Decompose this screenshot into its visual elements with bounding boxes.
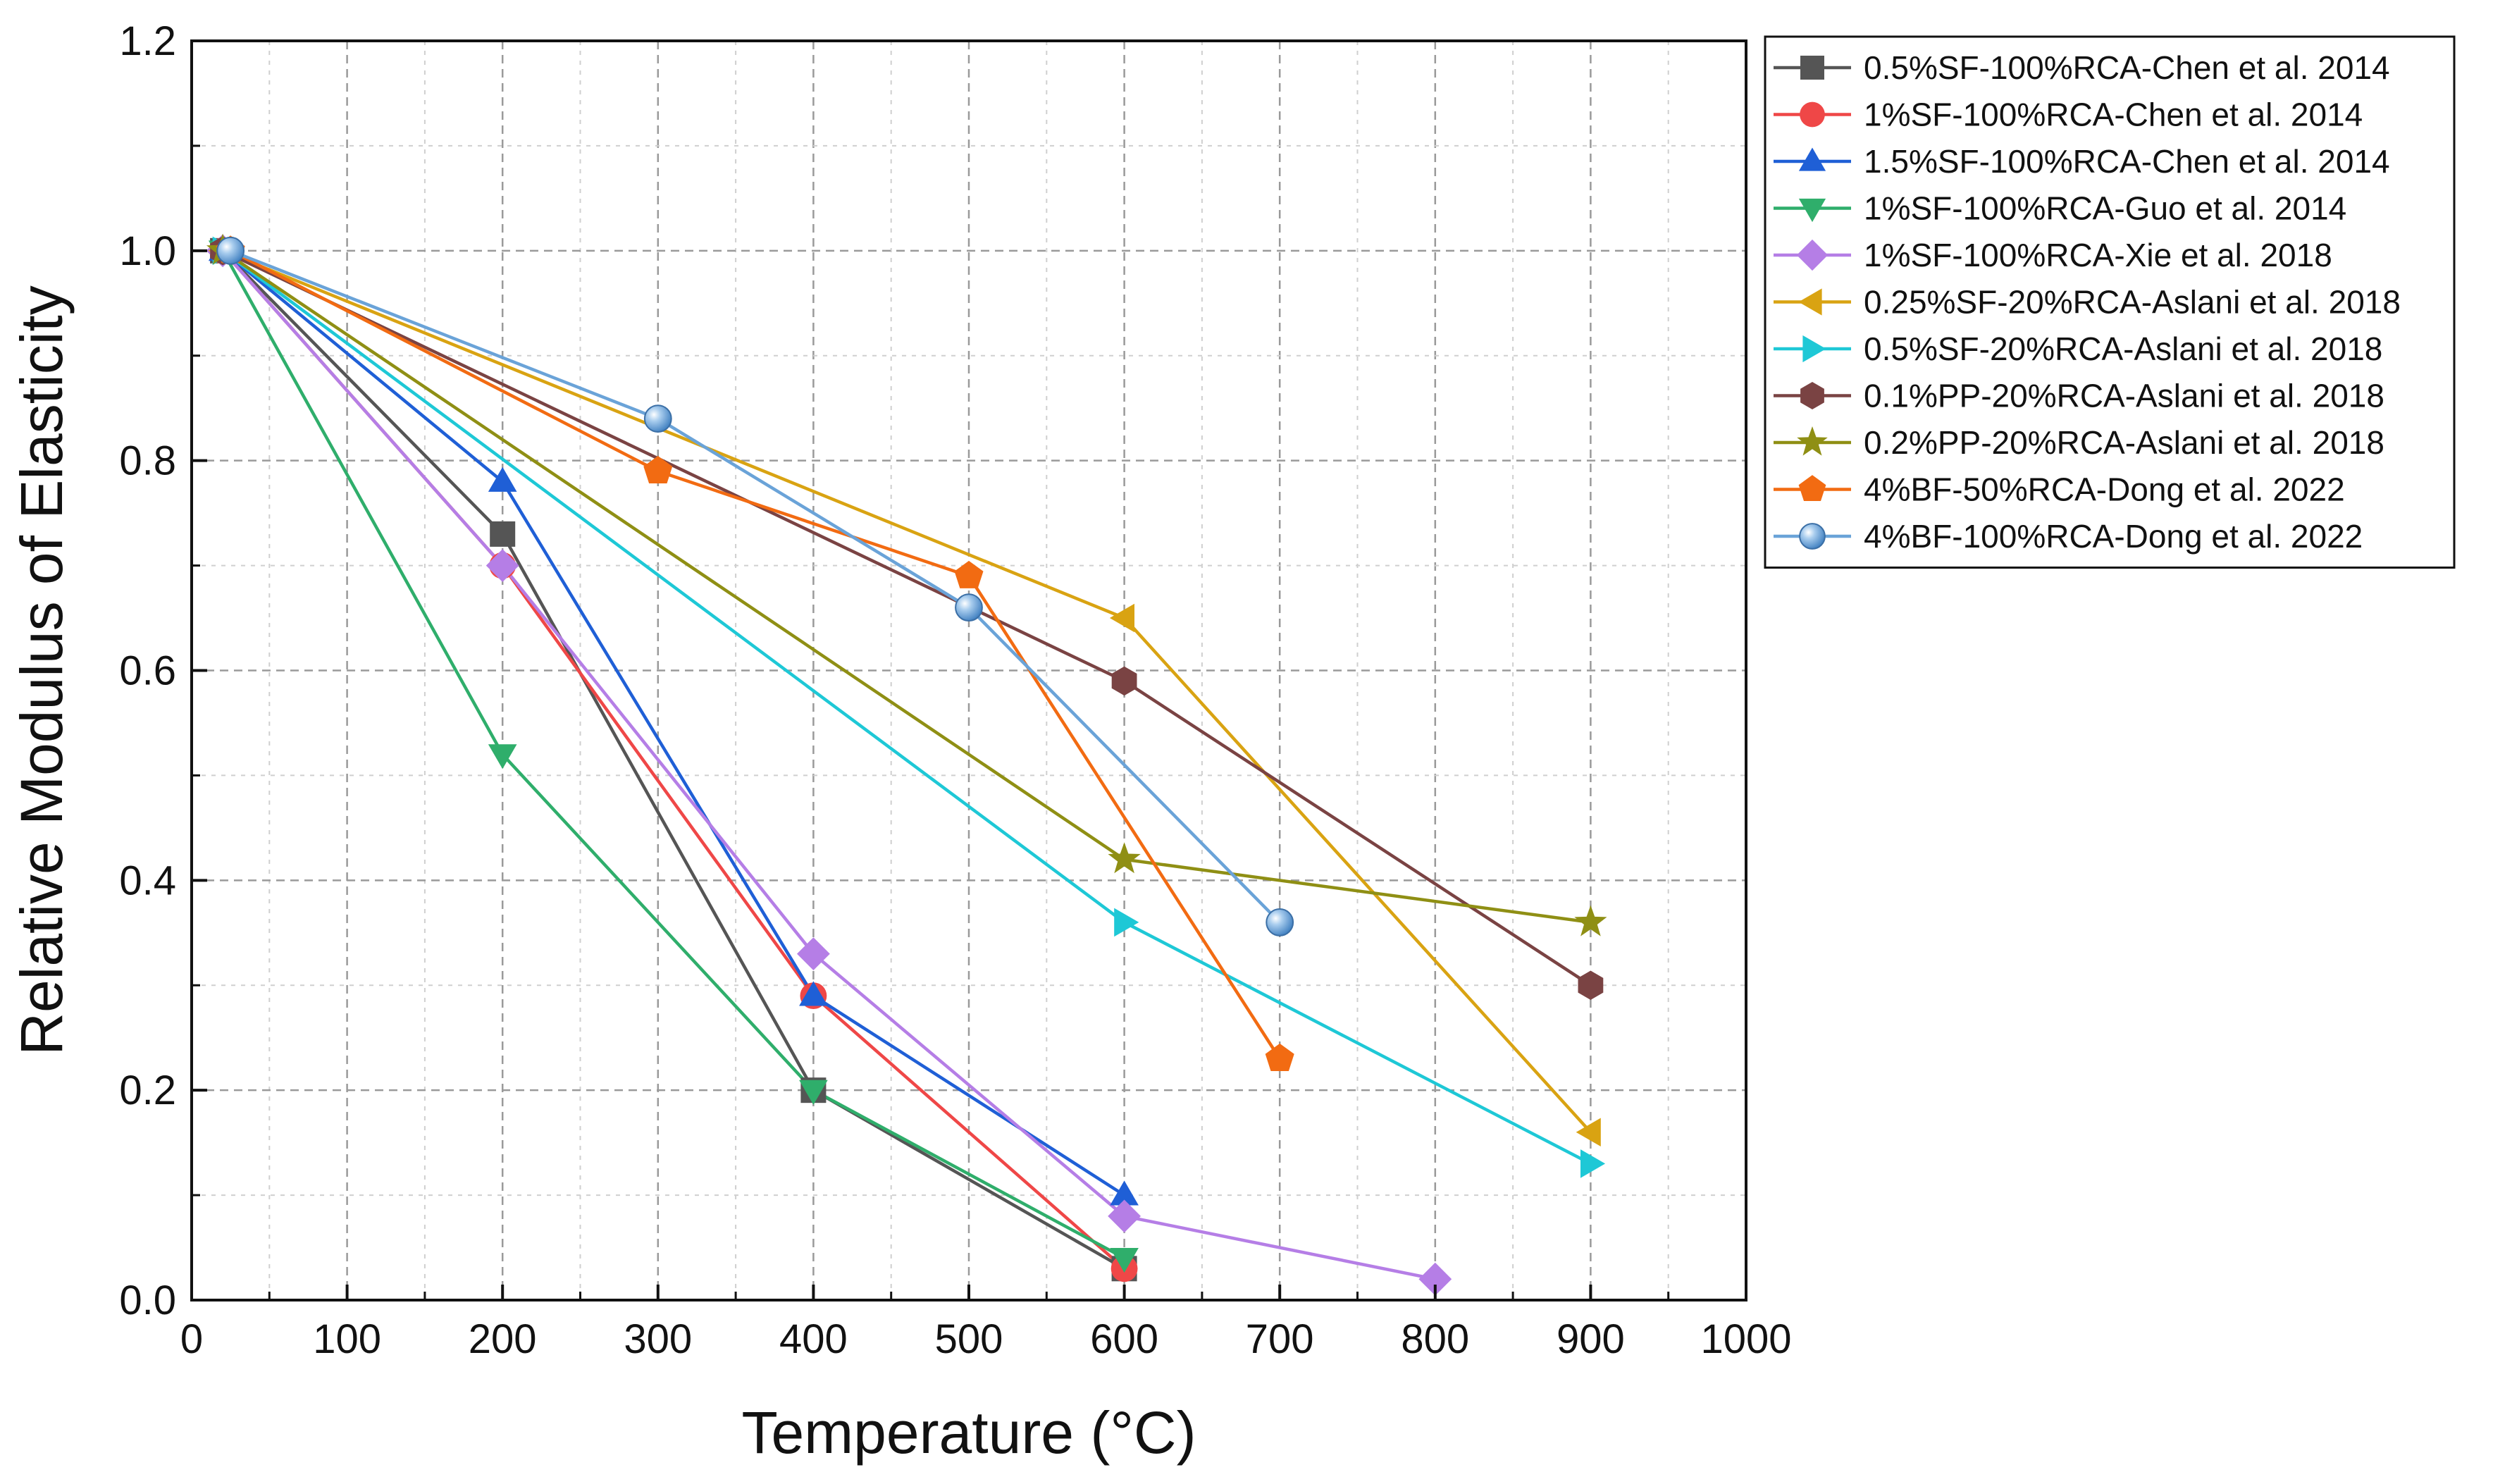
- x-tick-label: 600: [1090, 1316, 1158, 1362]
- legend-marker: [1798, 475, 1826, 501]
- legend-label: 1%SF-100%RCA-Xie et al. 2018: [1864, 237, 2332, 273]
- x-tick-label: 800: [1401, 1316, 1469, 1362]
- grid: [192, 41, 1746, 1300]
- data-point: [643, 404, 672, 433]
- legend-label: 0.1%PP-20%RCA-Aslani et al. 2018: [1864, 378, 2384, 414]
- data-point: [954, 560, 984, 588]
- data-point: [1110, 1248, 1139, 1273]
- y-tick-label: 0.4: [119, 858, 176, 903]
- series-markers: [206, 233, 1607, 1296]
- data-point: [1578, 970, 1604, 1000]
- x-tick-label: 100: [313, 1316, 381, 1362]
- data-point: [485, 549, 519, 582]
- data-point: [216, 236, 245, 265]
- legend-marker: [1798, 147, 1826, 171]
- y-tick-label: 0.0: [119, 1278, 176, 1323]
- data-point: [643, 456, 673, 483]
- legend-label: 1%SF-100%RCA-Chen et al. 2014: [1864, 97, 2363, 133]
- data-point: [1576, 1118, 1601, 1146]
- data-point: [1418, 1262, 1452, 1296]
- data-point: [1110, 1180, 1139, 1206]
- legend-marker: [1798, 288, 1822, 316]
- legend-marker: [1798, 198, 1826, 223]
- legend-marker: [1800, 56, 1824, 80]
- series-line-10: [230, 249, 1282, 1060]
- x-tick-label: 500: [935, 1316, 1003, 1362]
- x-tick-label: 300: [624, 1316, 692, 1362]
- data-point: [1108, 842, 1141, 874]
- y-tick-label: 0.8: [119, 438, 176, 484]
- y-tick-label: 0.6: [119, 648, 176, 694]
- tick-labels: 0 100 200 300 400 500 600 700 800 900 1000 0.0 0.2 0.…: [119, 18, 1791, 1362]
- series-line-1: [221, 249, 1125, 1270]
- y-tick-label: 1.0: [119, 228, 176, 274]
- x-tick-label: 0: [180, 1316, 203, 1362]
- data-point: [1574, 905, 1607, 936]
- legend-label: 0.5%SF-20%RCA-Aslani et al. 2018: [1864, 330, 2382, 367]
- x-tick-label: 400: [779, 1316, 848, 1362]
- x-axis-title: Temperature (°C): [741, 1399, 1196, 1466]
- x-tick-label: 700: [1246, 1316, 1314, 1362]
- legend-label: 0.5%SF-100%RCA-Chen et al. 2014: [1864, 49, 2390, 86]
- legend-label: 4%BF-50%RCA-Dong et al. 2022: [1864, 471, 2345, 508]
- legend-box: [1764, 35, 2456, 569]
- data-point: [488, 744, 517, 769]
- legend-marker: [1796, 239, 1829, 271]
- x-tick-label: 200: [469, 1316, 537, 1362]
- legend-marker: [1800, 382, 1824, 409]
- data-point: [797, 937, 830, 970]
- data-point: [488, 466, 517, 492]
- data-point: [1265, 1043, 1294, 1071]
- data-point: [1114, 908, 1139, 937]
- data-point: [1580, 1149, 1606, 1178]
- legend-label: 1%SF-100%RCA-Guo et al. 2014: [1864, 190, 2346, 227]
- x-tick-label: 1000: [1700, 1316, 1791, 1362]
- legend-label: 0.25%SF-20%RCA-Aslani et al. 2018: [1864, 284, 2401, 321]
- ticks: [190, 39, 1747, 1301]
- legend-label: 1.5%SF-100%RCA-Chen et al. 2014: [1864, 143, 2390, 180]
- data-point: [799, 981, 828, 1006]
- data-point: [1266, 908, 1294, 936]
- legend-marker: [1797, 426, 1828, 456]
- data-point: [1109, 603, 1134, 633]
- legend: 0.5%SF-100%RCA-Chen et al. 2014 1%SF-100%…: [1764, 35, 2456, 569]
- series-line-11: [230, 249, 1281, 924]
- series-line-4: [221, 249, 1125, 1260]
- legend-marker: [1800, 101, 1825, 128]
- legend-marker: [1799, 523, 1826, 550]
- y-tick-label: 0.2: [119, 1068, 176, 1113]
- y-tick-label: 1.2: [119, 18, 176, 64]
- data-point: [1108, 1199, 1141, 1233]
- data-point: [955, 593, 983, 622]
- series-line-3: [221, 249, 1125, 1197]
- y-axis-title: Relative Modulus of Elasticity: [8, 285, 75, 1055]
- legend-label: 0.2%PP-20%RCA-Aslani et al. 2018: [1864, 424, 2384, 461]
- data-point: [490, 521, 516, 547]
- legend-label: 4%BF-100%RCA-Dong et al. 2022: [1864, 518, 2363, 555]
- data-point: [1111, 666, 1137, 696]
- legend-marker: [1802, 335, 1826, 363]
- data-point: [799, 1080, 828, 1105]
- x-tick-label: 900: [1557, 1316, 1625, 1362]
